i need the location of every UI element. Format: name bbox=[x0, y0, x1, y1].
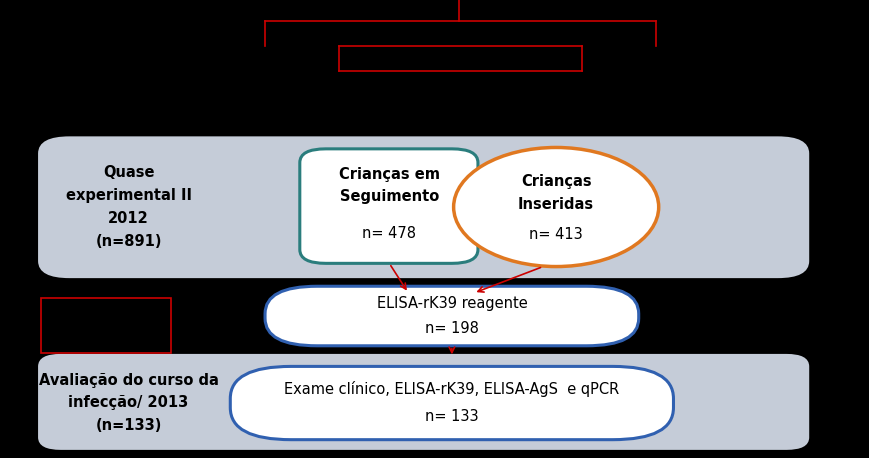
Text: Crianças: Crianças bbox=[521, 174, 592, 189]
FancyBboxPatch shape bbox=[230, 366, 673, 440]
Text: Seguimento: Seguimento bbox=[340, 190, 439, 204]
Text: 2012: 2012 bbox=[109, 211, 149, 226]
Text: Quase: Quase bbox=[103, 165, 155, 180]
Text: ELISA-rK39 reagente: ELISA-rK39 reagente bbox=[376, 296, 527, 311]
Text: n= 478: n= 478 bbox=[362, 226, 416, 241]
FancyBboxPatch shape bbox=[39, 355, 808, 449]
Text: n= 413: n= 413 bbox=[529, 227, 583, 242]
Text: Inseridas: Inseridas bbox=[518, 197, 594, 212]
Text: Avaliação do curso da: Avaliação do curso da bbox=[39, 373, 218, 387]
Text: (n=891): (n=891) bbox=[96, 234, 162, 249]
Bar bbox=[41, 298, 171, 353]
Text: Crianças em: Crianças em bbox=[339, 167, 440, 181]
Text: Exame clínico, ELISA-rK39, ELISA-AgS  e qPCR: Exame clínico, ELISA-rK39, ELISA-AgS e q… bbox=[284, 382, 620, 397]
Text: experimental II: experimental II bbox=[66, 188, 191, 203]
Text: (n=133): (n=133) bbox=[96, 419, 162, 433]
FancyBboxPatch shape bbox=[300, 149, 478, 263]
Text: infecção/ 2013: infecção/ 2013 bbox=[69, 395, 189, 409]
Text: n= 198: n= 198 bbox=[425, 322, 479, 336]
Ellipse shape bbox=[454, 147, 659, 267]
FancyBboxPatch shape bbox=[39, 137, 808, 277]
FancyBboxPatch shape bbox=[265, 286, 639, 346]
Text: n= 133: n= 133 bbox=[425, 409, 479, 424]
